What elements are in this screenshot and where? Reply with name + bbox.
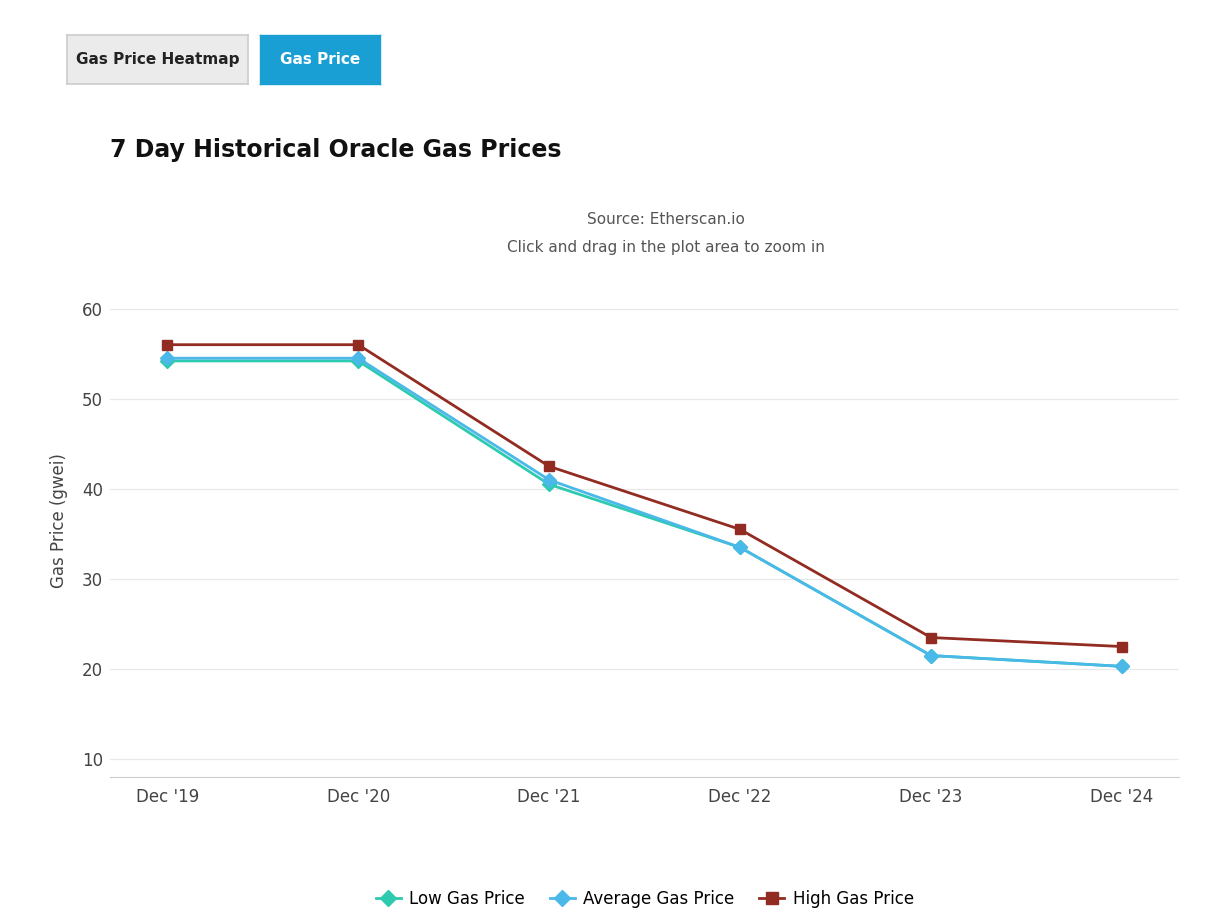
Text: Source: Etherscan.io: Source: Etherscan.io — [587, 213, 745, 227]
Text: Gas Price: Gas Price — [280, 52, 360, 67]
Y-axis label: Gas Price (gwei): Gas Price (gwei) — [50, 453, 68, 588]
Legend: Low Gas Price, Average Gas Price, High Gas Price: Low Gas Price, Average Gas Price, High G… — [369, 884, 920, 909]
Text: Click and drag in the plot area to zoom in: Click and drag in the plot area to zoom … — [507, 240, 825, 255]
Text: Gas Price Heatmap: Gas Price Heatmap — [76, 52, 240, 67]
Text: 7 Day Historical Oracle Gas Prices: 7 Day Historical Oracle Gas Prices — [110, 138, 561, 162]
